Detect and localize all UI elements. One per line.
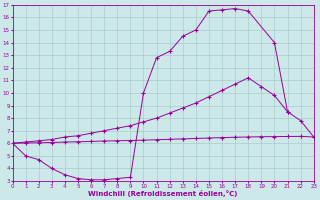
X-axis label: Windchill (Refroidissement éolien,°C): Windchill (Refroidissement éolien,°C) (88, 190, 238, 197)
